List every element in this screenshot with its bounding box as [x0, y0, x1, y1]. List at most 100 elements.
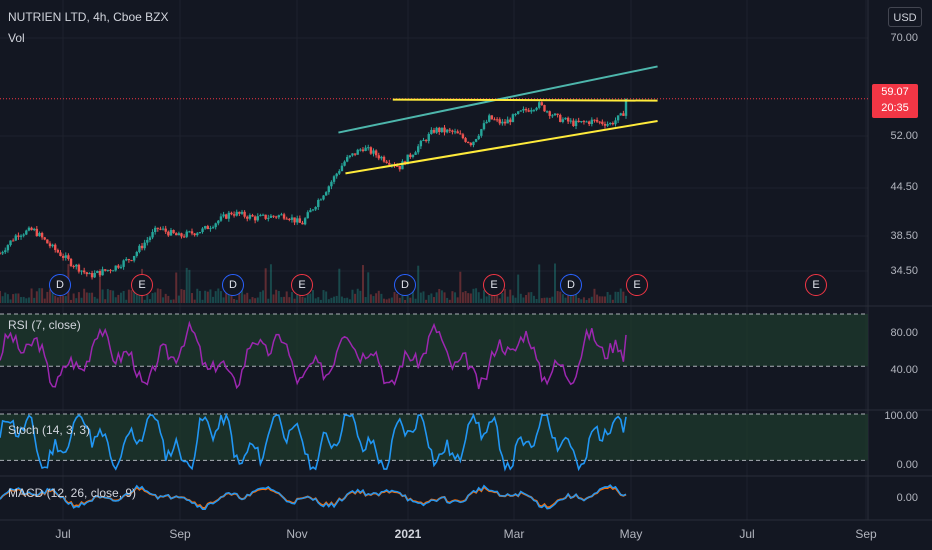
candle-body	[351, 153, 354, 156]
candle-body	[225, 214, 228, 219]
volume-bar	[290, 292, 293, 303]
candle-body	[19, 235, 23, 237]
candle-body	[611, 122, 615, 125]
candle-body	[614, 120, 617, 125]
macd-title[interactable]: MACD (12, 26, close, 9)	[8, 486, 137, 500]
candle-body	[569, 120, 572, 122]
volume-bar	[454, 292, 457, 303]
candle-body	[0, 253, 2, 255]
volume-bar	[614, 291, 617, 303]
candle-body	[485, 121, 488, 124]
earnings-event-marker[interactable]: E	[291, 274, 313, 296]
candle-body	[4, 250, 7, 253]
candle-body	[80, 270, 83, 272]
volume-bar	[490, 294, 493, 303]
candle-body	[587, 121, 591, 125]
volume-bar	[169, 299, 172, 303]
candle-body	[298, 218, 302, 223]
volume-bar	[177, 295, 180, 303]
volume-bar	[209, 289, 212, 303]
volume-bar	[214, 291, 217, 303]
candle-body	[296, 218, 299, 223]
dividend-event-marker[interactable]: D	[560, 274, 582, 296]
candle-body	[540, 102, 544, 106]
candle-body	[217, 220, 220, 224]
dividend-event-marker[interactable]: D	[222, 274, 244, 296]
candle-body	[419, 140, 423, 147]
volume-bar	[201, 299, 204, 303]
symbol-title[interactable]: NUTRIEN LTD, 4h, Cboe BZX	[8, 10, 169, 24]
volume-bar	[511, 295, 514, 303]
volume-bar	[611, 299, 614, 303]
volume-bar	[380, 293, 383, 303]
volume-bar	[530, 292, 533, 303]
candle-body	[156, 227, 160, 229]
earnings-event-marker[interactable]: E	[131, 274, 153, 296]
earnings-event-marker[interactable]: E	[626, 274, 648, 296]
volume-bar	[248, 299, 251, 303]
candle-body	[551, 115, 554, 117]
candle-body	[151, 232, 154, 238]
volume-bar	[469, 293, 472, 303]
earnings-event-marker[interactable]: E	[805, 274, 827, 296]
volume-bar	[401, 288, 404, 303]
candle-body	[188, 231, 191, 233]
volume-bar	[117, 294, 120, 303]
volume-bar	[164, 293, 167, 303]
volume-bar	[514, 297, 517, 303]
candle-body	[301, 222, 304, 225]
volume-bar	[396, 293, 399, 303]
volume-bar	[46, 291, 49, 303]
volume-bar	[588, 298, 591, 303]
candle-body	[572, 120, 575, 127]
volume-bar	[606, 291, 609, 303]
candle-body	[606, 124, 609, 126]
volume-bar	[417, 265, 420, 303]
candle-body	[256, 216, 259, 221]
candle-body	[293, 217, 296, 223]
volume-bar	[0, 290, 1, 303]
currency-button[interactable]: USD	[888, 7, 922, 27]
volume-bar	[188, 269, 191, 303]
volume-bar	[406, 295, 409, 303]
volume-bar	[312, 290, 315, 303]
rsi-title[interactable]: RSI (7, close)	[8, 318, 81, 332]
volume-bar	[519, 293, 522, 303]
candle-body	[477, 135, 480, 140]
volume-bar	[27, 297, 30, 303]
volume-bar	[472, 288, 475, 303]
candle-body	[164, 228, 167, 232]
candle-body	[214, 223, 217, 228]
volume-bar	[582, 297, 585, 303]
candle-body	[54, 244, 57, 250]
stoch-title[interactable]: Stoch (14, 3, 3)	[8, 423, 91, 437]
volume-bar	[419, 292, 422, 303]
candle-body	[353, 153, 357, 155]
volume-bar	[56, 297, 59, 303]
dividend-event-marker[interactable]: D	[394, 274, 416, 296]
volume-bar	[475, 288, 478, 303]
volume-bar	[4, 292, 7, 303]
volume-bar	[385, 299, 388, 303]
candle-body	[85, 272, 88, 275]
volume-bar	[254, 298, 257, 303]
candle-body	[511, 114, 515, 123]
volume-bar	[162, 297, 165, 303]
volume-bar	[238, 290, 241, 303]
candle-body	[77, 264, 81, 272]
candle-body	[109, 269, 112, 271]
volume-label[interactable]: Vol	[8, 31, 25, 45]
candle-body	[327, 186, 330, 193]
candle-body	[480, 129, 483, 136]
candle-body	[114, 265, 117, 271]
volume-bar	[275, 289, 278, 303]
volume-bar	[159, 289, 162, 303]
earnings-event-marker[interactable]: E	[483, 274, 505, 296]
volume-bar	[567, 290, 570, 303]
candle-body	[514, 113, 517, 115]
candle-body	[359, 149, 362, 151]
dividend-event-marker[interactable]: D	[49, 274, 71, 296]
volume-bar	[64, 296, 67, 303]
candle-body	[209, 228, 212, 230]
